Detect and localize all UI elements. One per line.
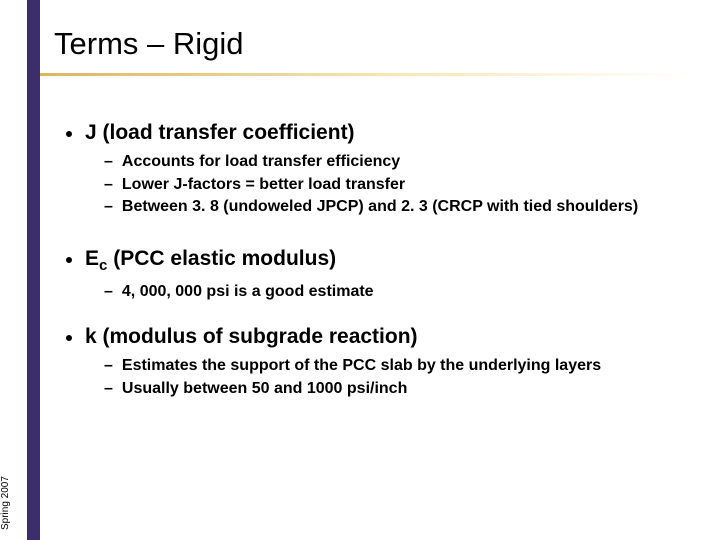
dash-icon: – bbox=[104, 356, 113, 376]
sub-bullet: – Lower J-factors = better load transfer bbox=[104, 175, 674, 195]
left-accent-bar bbox=[27, 0, 40, 540]
spacer bbox=[64, 220, 674, 246]
sub-bullet: – Estimates the support of the PCC slab … bbox=[104, 356, 674, 376]
sub-bullet-text: Estimates the support of the PCC slab by… bbox=[122, 356, 601, 376]
bullet-dot-icon bbox=[66, 131, 72, 137]
dash-icon: – bbox=[104, 152, 113, 172]
title-underline bbox=[40, 73, 692, 76]
bullet-ec-heading: Ec (PCC elastic modulus) bbox=[85, 246, 336, 276]
content-area: J (load transfer coefficient) – Accounts… bbox=[64, 120, 674, 401]
slide-title: Terms – Rigid bbox=[54, 26, 684, 62]
sub-bullet-text: Accounts for load transfer efficiency bbox=[122, 152, 400, 172]
dash-icon: – bbox=[104, 197, 113, 217]
sub-bullet-text: Between 3. 8 (undoweled JPCP) and 2. 3 (… bbox=[122, 197, 638, 217]
title-area: Terms – Rigid bbox=[54, 26, 684, 62]
bullet-dot-icon bbox=[66, 257, 72, 263]
sub-bullet: – Accounts for load transfer efficiency bbox=[104, 152, 674, 172]
sub-bullet: – Usually between 50 and 1000 psi/inch bbox=[104, 379, 674, 399]
bullet-k: k (modulus of subgrade reaction) bbox=[64, 324, 674, 350]
bullet-dot-icon bbox=[66, 335, 72, 341]
sub-bullet: – 4, 000, 000 psi is a good estimate bbox=[104, 282, 674, 302]
sub-bullet-text: Lower J-factors = better load transfer bbox=[122, 175, 405, 195]
bullet-j-heading: J (load transfer coefficient) bbox=[85, 120, 355, 146]
sub-bullet: – Between 3. 8 (undoweled JPCP) and 2. 3… bbox=[104, 197, 674, 217]
bullet-k-heading: k (modulus of subgrade reaction) bbox=[85, 324, 418, 350]
sub-bullet-text: Usually between 50 and 1000 psi/inch bbox=[122, 379, 407, 399]
bullet-ec: Ec (PCC elastic modulus) bbox=[64, 246, 674, 276]
spacer bbox=[64, 304, 674, 324]
dash-icon: – bbox=[104, 282, 113, 302]
slide: Terms – Rigid J (load transfer coefficie… bbox=[0, 0, 720, 540]
sub-bullet-text: 4, 000, 000 psi is a good estimate bbox=[122, 282, 374, 302]
bullet-j: J (load transfer coefficient) bbox=[64, 120, 674, 146]
dash-icon: – bbox=[104, 379, 113, 399]
dash-icon: – bbox=[104, 175, 113, 195]
course-label: CEE 320 Spring 2007 bbox=[0, 476, 11, 530]
